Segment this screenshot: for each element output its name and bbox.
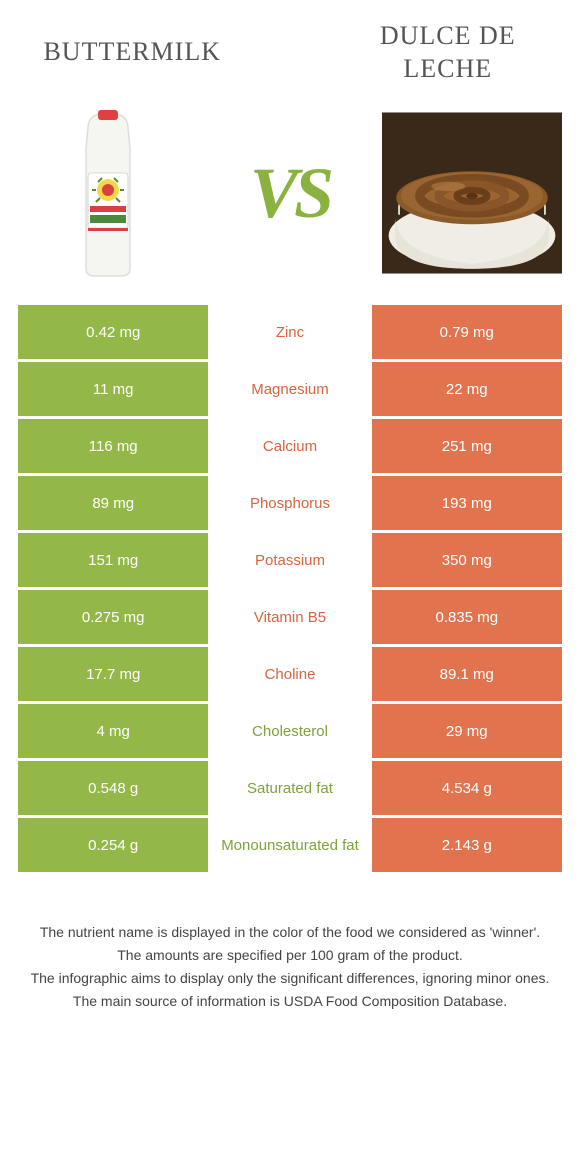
table-row: 0.548 gSaturated fat4.534 g (18, 761, 562, 815)
header-titles: BUTTERMILK DULCE DE LECHE (18, 20, 562, 85)
dulce-image (382, 103, 562, 283)
nutrient-name: Vitamin B5 (208, 590, 371, 644)
left-value: 89 mg (18, 476, 208, 530)
footer-line: The nutrient name is displayed in the co… (28, 922, 552, 943)
nutrient-name: Saturated fat (208, 761, 371, 815)
vs-label: VS (250, 152, 330, 235)
table-row: 89 mgPhosphorus193 mg (18, 476, 562, 530)
nutrient-name: Calcium (208, 419, 371, 473)
left-value: 116 mg (18, 419, 208, 473)
right-value: 29 mg (372, 704, 562, 758)
footer-line: The infographic aims to display only the… (28, 968, 552, 989)
right-value: 4.534 g (372, 761, 562, 815)
left-value: 0.42 mg (18, 305, 208, 359)
table-row: 116 mgCalcium251 mg (18, 419, 562, 473)
nutrient-name: Monounsaturated fat (208, 818, 371, 872)
left-value: 17.7 mg (18, 647, 208, 701)
right-value: 0.79 mg (372, 305, 562, 359)
right-value: 22 mg (372, 362, 562, 416)
right-value: 350 mg (372, 533, 562, 587)
nutrient-name: Potassium (208, 533, 371, 587)
table-row: 0.42 mgZinc0.79 mg (18, 305, 562, 359)
nutrient-name: Choline (208, 647, 371, 701)
left-value: 0.254 g (18, 818, 208, 872)
right-title: DULCE DE LECHE (334, 20, 562, 85)
table-row: 0.254 gMonounsaturated fat2.143 g (18, 818, 562, 872)
table-row: 17.7 mgCholine89.1 mg (18, 647, 562, 701)
left-value: 0.275 mg (18, 590, 208, 644)
images-row: VS (18, 103, 562, 283)
right-value: 193 mg (372, 476, 562, 530)
nutrient-name: Phosphorus (208, 476, 371, 530)
left-value: 0.548 g (18, 761, 208, 815)
left-value: 4 mg (18, 704, 208, 758)
footer-line: The amounts are specified per 100 gram o… (28, 945, 552, 966)
nutrient-name: Cholesterol (208, 704, 371, 758)
footer-line: The main source of information is USDA F… (28, 991, 552, 1012)
table-row: 0.275 mgVitamin B50.835 mg (18, 590, 562, 644)
left-value: 151 mg (18, 533, 208, 587)
left-value: 11 mg (18, 362, 208, 416)
nutrient-name: Zinc (208, 305, 371, 359)
footer-notes: The nutrient name is displayed in the co… (18, 922, 562, 1012)
table-row: 11 mgMagnesium22 mg (18, 362, 562, 416)
left-title: BUTTERMILK (18, 36, 246, 69)
right-value: 89.1 mg (372, 647, 562, 701)
nutrient-name: Magnesium (208, 362, 371, 416)
table-row: 151 mgPotassium350 mg (18, 533, 562, 587)
table-row: 4 mgCholesterol29 mg (18, 704, 562, 758)
right-value: 2.143 g (372, 818, 562, 872)
comparison-table: 0.42 mgZinc0.79 mg11 mgMagnesium22 mg116… (18, 305, 562, 872)
right-value: 0.835 mg (372, 590, 562, 644)
buttermilk-image (18, 103, 198, 283)
right-value: 251 mg (372, 419, 562, 473)
